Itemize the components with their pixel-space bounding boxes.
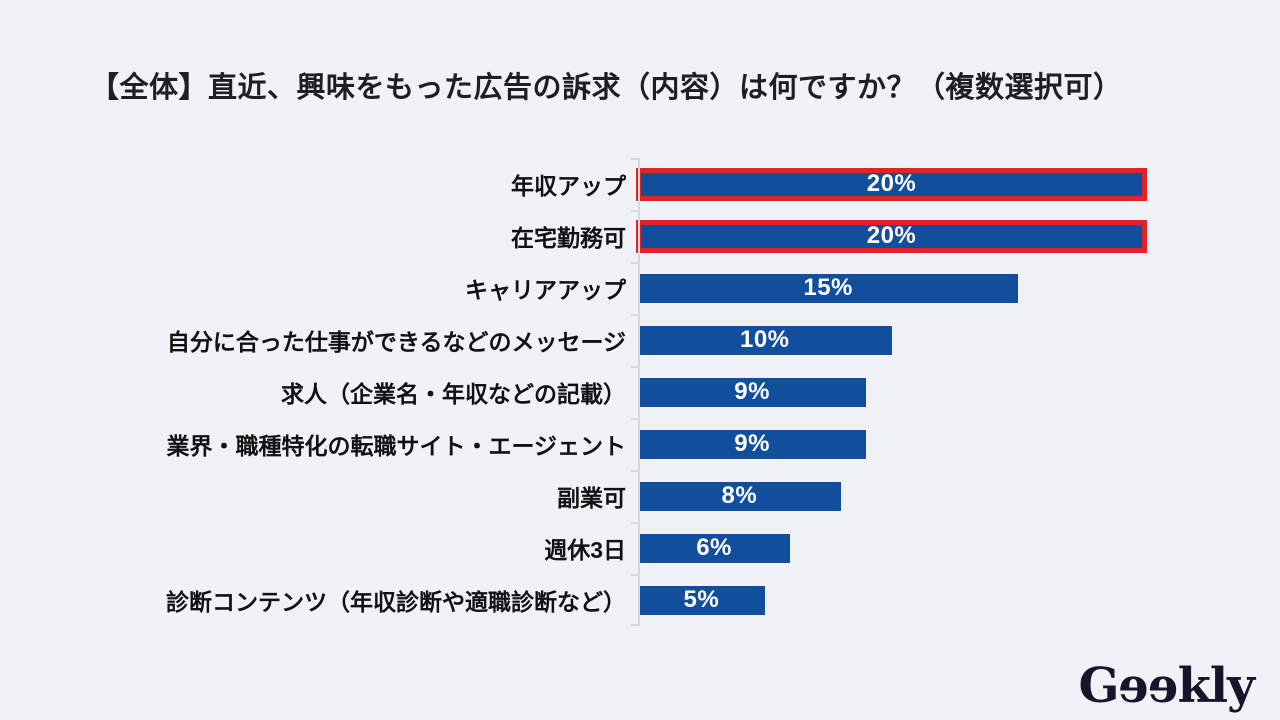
chart-row: 在宅勤務可 20%	[60, 210, 1190, 262]
bar-highlighted: 20%	[636, 167, 1147, 201]
axis-tick	[631, 314, 639, 316]
axis-tick	[631, 158, 639, 160]
logo-part-g: G	[1078, 658, 1120, 714]
value-label: 6%	[696, 534, 732, 561]
bar-area: 15%	[638, 262, 1190, 314]
bar: 15%	[638, 273, 1019, 303]
axis-tick	[631, 210, 639, 212]
value-label: 15%	[803, 274, 853, 301]
bar: 5%	[638, 585, 765, 615]
value-label: 20%	[866, 170, 917, 197]
category-label: 週休3日	[544, 537, 626, 563]
bar-area: 5%	[638, 574, 1190, 626]
axis-tick	[631, 262, 639, 264]
axis-tick	[631, 470, 639, 472]
bar: 8%	[638, 481, 841, 511]
category-label: 年収アップ	[511, 173, 626, 199]
bar: 9%	[638, 377, 867, 407]
bar: 10%	[638, 325, 892, 355]
axis-tick	[631, 574, 639, 576]
chart-row: 業界・職種特化の転職サイト・エージェント 9%	[60, 418, 1190, 470]
value-label: 9%	[734, 378, 770, 405]
value-label: 20%	[866, 222, 917, 249]
category-label: 業界・職種特化の転職サイト・エージェント	[166, 433, 626, 459]
bar: 6%	[638, 533, 791, 563]
chart-row: 診断コンテンツ（年収診断や適職診断など） 5%	[60, 574, 1190, 626]
chart-row: 自分に合った仕事ができるなどのメッセージ 10%	[60, 314, 1190, 366]
category-label: 在宅勤務可	[511, 225, 626, 251]
bar-area: 20%	[636, 158, 1190, 210]
bar-highlighted: 20%	[636, 219, 1147, 253]
category-label: 求人（企業名・年収などの記載）	[281, 381, 626, 407]
chart-row: キャリアアップ 15%	[60, 262, 1190, 314]
chart-rows: 年収アップ 20% 在宅勤務可 20% キャリアアップ 15% 自分に合った仕事ができるなど…	[60, 158, 1190, 626]
chart-title: 【全体】直近、興味をもった広告の訴求（内容）は何ですか？（複数選択可）	[90, 72, 1123, 104]
category-label: 自分に合った仕事ができるなどのメッセージ	[166, 329, 626, 355]
chart-row: 求人（企業名・年収などの記載） 9%	[60, 366, 1190, 418]
bar-area: 8%	[638, 470, 1190, 522]
bar-chart: 年収アップ 20% 在宅勤務可 20% キャリアアップ 15% 自分に合った仕事ができるなど…	[60, 158, 1190, 626]
bar-area: 20%	[636, 210, 1190, 262]
bar: 9%	[638, 429, 867, 459]
value-label: 10%	[739, 326, 790, 353]
axis-tick	[631, 522, 639, 524]
logo-part-kly: kly	[1177, 658, 1255, 714]
category-label: 診断コンテンツ（年収診断や適職診断など）	[166, 589, 626, 615]
value-label: 5%	[683, 586, 720, 613]
chart-row: 副業可 8%	[60, 470, 1190, 522]
bar-area: 9%	[638, 366, 1190, 418]
chart-row: 週休3日 6%	[60, 522, 1190, 574]
logo-part-reversed-ee: ee	[1118, 658, 1178, 714]
category-label: キャリアアップ	[465, 277, 626, 303]
bar-area: 9%	[638, 418, 1190, 470]
value-label: 8%	[721, 482, 758, 509]
bar-area: 10%	[638, 314, 1190, 366]
axis-tick	[631, 418, 639, 420]
bar-area: 6%	[638, 522, 1190, 574]
category-axis-line	[638, 158, 640, 626]
category-label: 副業可	[557, 485, 626, 511]
value-label: 9%	[734, 430, 770, 457]
chart-row: 年収アップ 20%	[60, 158, 1190, 210]
axis-tick	[631, 624, 639, 626]
axis-tick	[631, 366, 639, 368]
geekly-logo: Geekly	[1078, 658, 1255, 714]
